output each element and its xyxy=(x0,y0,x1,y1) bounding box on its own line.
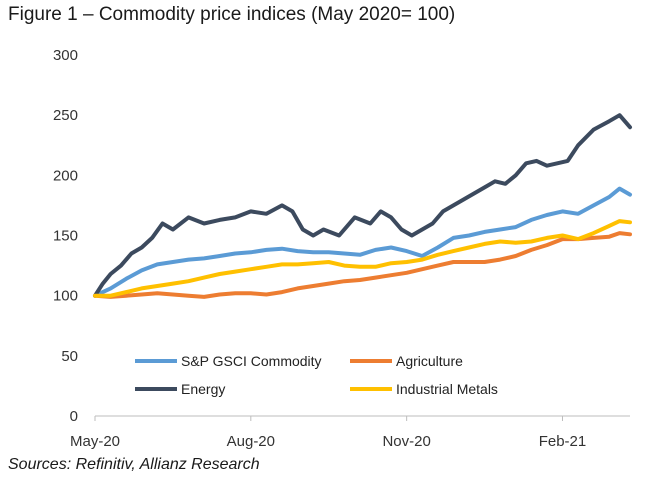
x-tick-label: Feb-21 xyxy=(539,433,587,450)
series-line-energy xyxy=(93,113,632,298)
legend-label: S&P GSCI Commodity xyxy=(181,353,322,369)
y-tick-label: 150 xyxy=(53,228,78,245)
y-tick-label: 200 xyxy=(53,167,78,184)
y-tick-label: 250 xyxy=(53,107,78,124)
x-tick-label: Nov-20 xyxy=(382,433,430,450)
y-tick-label: 100 xyxy=(53,288,78,305)
legend: S&P GSCI Commodity Agriculture Energy Indus… xyxy=(135,353,498,397)
y-tick-label: 300 xyxy=(53,47,78,64)
series-line-s-p-gsci-commodity xyxy=(93,186,632,298)
y-axis-ticks: 0 50 100 150 200 250 300 xyxy=(53,47,78,425)
chart-title: Figure 1 – Commodity price indices (May … xyxy=(8,4,456,25)
x-tick-label: May-20 xyxy=(70,433,120,450)
y-tick-label: 50 xyxy=(61,348,78,365)
source-note: Sources: Refinitiv, Allianz Research xyxy=(8,456,260,473)
legend-label: Energy xyxy=(181,381,225,397)
x-tick-label: Aug-20 xyxy=(227,433,275,450)
series-line-agriculture xyxy=(93,231,632,299)
series-lines xyxy=(93,113,632,299)
y-tick-label: 0 xyxy=(70,408,78,425)
legend-label: Industrial Metals xyxy=(396,381,498,397)
legend-label: Agriculture xyxy=(396,353,463,369)
series-line-industrial-metals xyxy=(93,219,632,298)
x-axis-ticks: May-20 Aug-20 Nov-20 Feb-21 xyxy=(70,416,586,450)
